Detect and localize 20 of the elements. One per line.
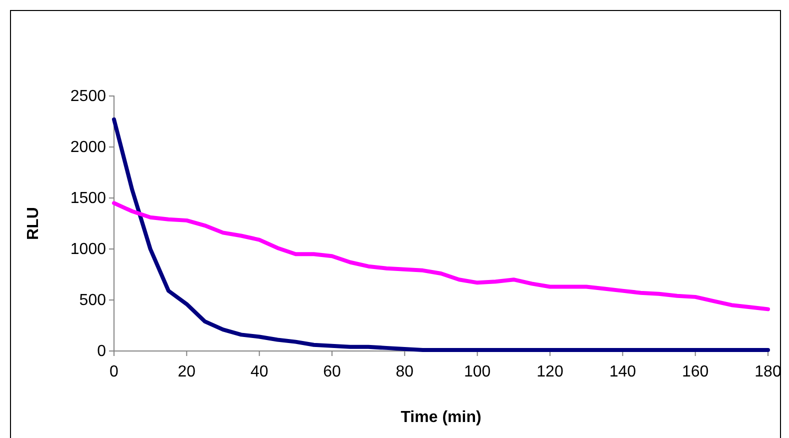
y-tick-label: 2500 <box>70 88 106 106</box>
x-tick-label: 60 <box>323 364 341 381</box>
x-tick-label: 40 <box>250 364 268 381</box>
x-tick-label: 80 <box>396 364 414 381</box>
line-series <box>112 201 770 312</box>
x-tick-label: 180 <box>754 364 782 381</box>
x-tick-label: 160 <box>682 364 709 381</box>
y-tick-label: 1500 <box>70 190 106 208</box>
line-series <box>112 117 770 352</box>
x-tick-label: 120 <box>536 364 564 381</box>
y-tick-label: 1000 <box>70 241 106 258</box>
y-tick-label: 2000 <box>70 139 106 156</box>
x-tick-label: 20 <box>178 364 196 381</box>
x-tick-label: 140 <box>609 364 636 381</box>
y-axis-title: RLU <box>25 207 42 240</box>
x-axis-title: Time (min) <box>400 409 482 426</box>
x-tick-label: 100 <box>464 364 491 381</box>
y-tick-label: 500 <box>79 292 106 310</box>
y-tick-label: 0 <box>97 343 106 360</box>
x-tick-label: 0 <box>110 364 119 381</box>
